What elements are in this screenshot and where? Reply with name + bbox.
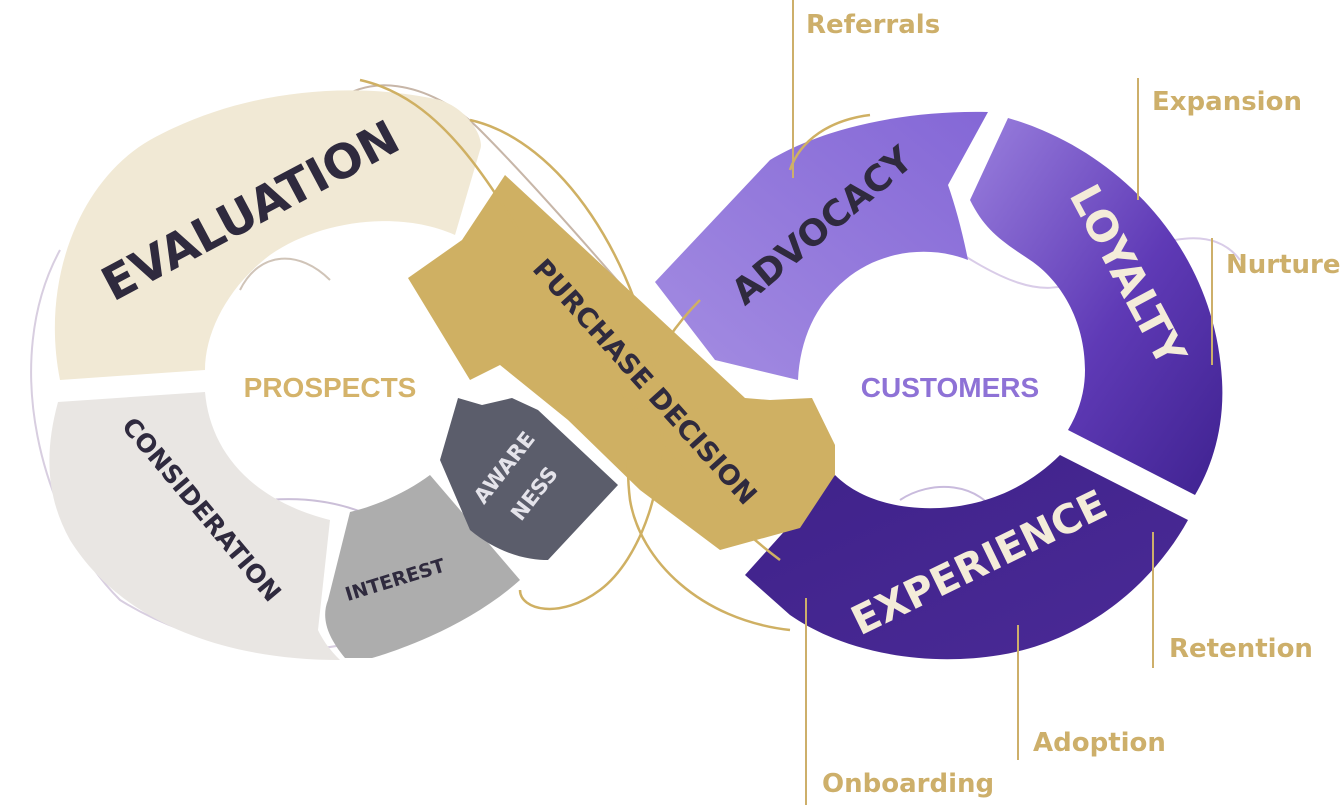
segment-advocacy [655, 111, 988, 380]
callout-adoption: Adoption [1033, 728, 1166, 758]
callout-lines [792, 0, 1213, 805]
callout-retention: Retention [1169, 634, 1313, 664]
gold-swoosh-lines [359, 78, 871, 632]
segment-awareness [440, 398, 618, 560]
segment-loyalty [970, 118, 1223, 495]
segment-evaluation [54, 90, 481, 381]
customers-loop [655, 111, 1223, 660]
segment-experience [745, 455, 1188, 660]
prospects-loop [49, 90, 618, 660]
callout-nurture: Nurture [1226, 250, 1341, 280]
segment-consideration [49, 392, 340, 660]
segment-interest [325, 475, 520, 658]
center-label-prospects: PROSPECTS [244, 372, 417, 403]
callout-referrals: Referrals [806, 10, 940, 40]
center-label-customers: CUSTOMERS [861, 372, 1039, 403]
callout-expansion: Expansion [1152, 87, 1302, 117]
purchase-decision-arrow [408, 175, 835, 550]
callout-onboarding: Onboarding [822, 769, 994, 799]
